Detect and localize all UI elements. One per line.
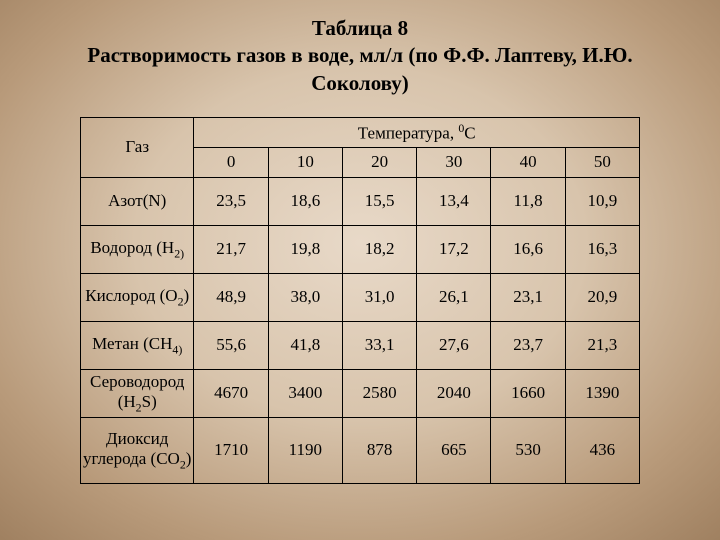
cell: 23,5	[194, 177, 268, 225]
table-row: Метан (СН4)55,641,833,127,623,721,3	[81, 321, 640, 369]
page-title: Таблица 8 Растворимость газов в воде, мл…	[40, 15, 680, 97]
cell: 16,6	[491, 225, 565, 273]
table-row: Азот(N)23,518,615,513,411,810,9	[81, 177, 640, 225]
cell: 665	[417, 417, 491, 483]
cell: 23,7	[491, 321, 565, 369]
cell: 2040	[417, 369, 491, 417]
temperature-header: Температура, 0С	[194, 117, 640, 147]
cell: 31,0	[342, 273, 416, 321]
cell: 55,6	[194, 321, 268, 369]
gas-label: Сероводород (Н2S)	[81, 369, 194, 417]
cell: 38,0	[268, 273, 342, 321]
gas-label: Диоксид углерода (СО2)	[81, 417, 194, 483]
temp-col-20: 20	[342, 147, 416, 177]
cell: 1390	[565, 369, 639, 417]
solubility-table: Газ Температура, 0С 01020304050 Азот(N)2…	[80, 117, 640, 484]
cell: 16,3	[565, 225, 639, 273]
cell: 4670	[194, 369, 268, 417]
cell: 13,4	[417, 177, 491, 225]
gas-label: Азот(N)	[81, 177, 194, 225]
cell: 20,9	[565, 273, 639, 321]
cell: 23,1	[491, 273, 565, 321]
table-row: Водород (Н2)21,719,818,217,216,616,3	[81, 225, 640, 273]
cell: 33,1	[342, 321, 416, 369]
cell: 1710	[194, 417, 268, 483]
gas-label: Кислород (О2)	[81, 273, 194, 321]
table-row: Сероводород (Н2S)46703400258020401660139…	[81, 369, 640, 417]
gas-header: Газ	[81, 117, 194, 177]
cell: 2580	[342, 369, 416, 417]
gas-label: Метан (СН4)	[81, 321, 194, 369]
cell: 17,2	[417, 225, 491, 273]
cell: 18,6	[268, 177, 342, 225]
cell: 436	[565, 417, 639, 483]
gas-label: Водород (Н2)	[81, 225, 194, 273]
cell: 21,3	[565, 321, 639, 369]
temp-col-50: 50	[565, 147, 639, 177]
cell: 26,1	[417, 273, 491, 321]
temp-col-30: 30	[417, 147, 491, 177]
cell: 11,8	[491, 177, 565, 225]
cell: 1660	[491, 369, 565, 417]
temp-col-10: 10	[268, 147, 342, 177]
cell: 27,6	[417, 321, 491, 369]
temp-col-40: 40	[491, 147, 565, 177]
cell: 878	[342, 417, 416, 483]
table-row: Диоксид углерода (СО2)171011908786655304…	[81, 417, 640, 483]
cell: 530	[491, 417, 565, 483]
cell: 1190	[268, 417, 342, 483]
cell: 3400	[268, 369, 342, 417]
temp-col-0: 0	[194, 147, 268, 177]
table-row: Кислород (О2)48,938,031,026,123,120,9	[81, 273, 640, 321]
cell: 48,9	[194, 273, 268, 321]
cell: 10,9	[565, 177, 639, 225]
cell: 15,5	[342, 177, 416, 225]
cell: 19,8	[268, 225, 342, 273]
cell: 41,8	[268, 321, 342, 369]
cell: 18,2	[342, 225, 416, 273]
cell: 21,7	[194, 225, 268, 273]
